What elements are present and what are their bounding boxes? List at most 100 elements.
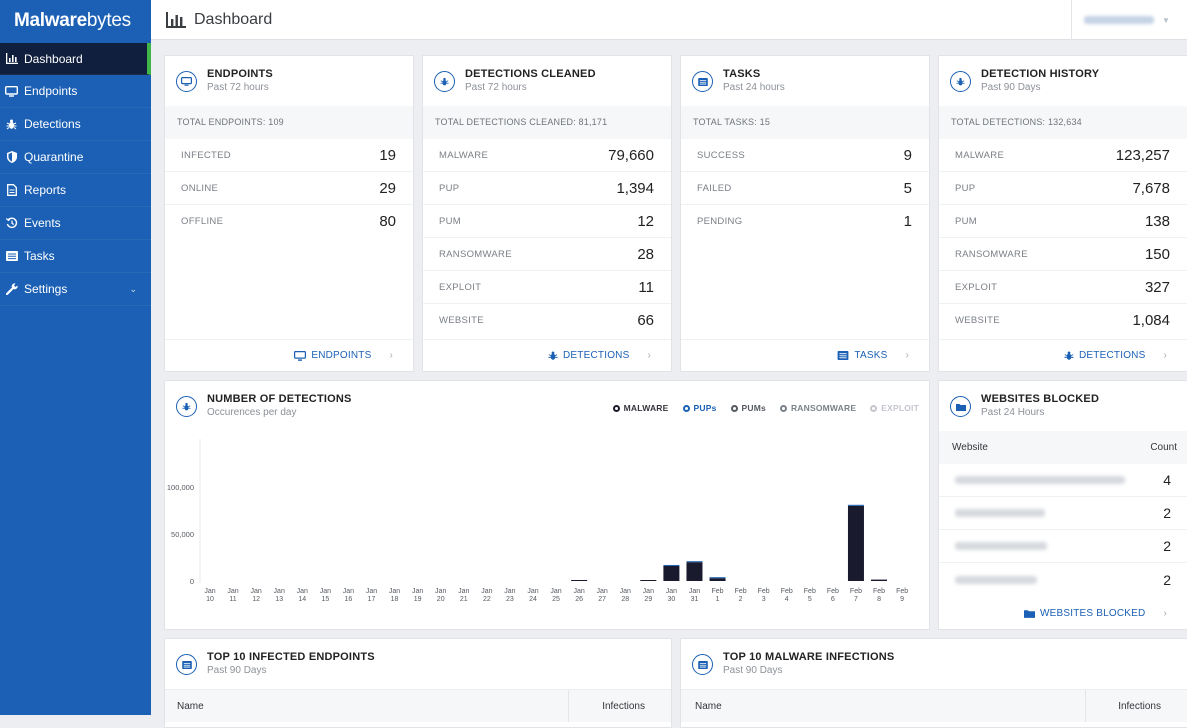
stat-label: RANSOMWARE <box>955 248 1028 260</box>
detections-link[interactable]: DETECTIONS › <box>423 339 671 371</box>
sidebar-item-reports[interactable]: Reports <box>0 174 151 207</box>
table-row[interactable]: 2 <box>939 563 1187 596</box>
stat-row: PUP 7,678 <box>939 172 1187 205</box>
card-subtitle: Past 72 hours <box>207 82 269 93</box>
x-tick-label: Jan <box>412 588 423 595</box>
count-value: 2 <box>1163 505 1171 521</box>
bar-chart-icon <box>5 52 18 65</box>
card-title: NUMBER OF DETECTIONS <box>207 393 352 405</box>
x-tick-label: 19 <box>414 596 422 603</box>
folder-icon <box>1024 609 1036 618</box>
website-redacted <box>955 575 1037 584</box>
card-total: TOTAL DETECTIONS: 132,634 <box>939 106 1187 139</box>
sidebar-item-dashboard[interactable]: Dashboard <box>0 43 151 75</box>
legend-item-ransomware[interactable]: RANSOMWARE <box>779 403 856 413</box>
tasks-link[interactable]: TASKS › <box>681 339 929 371</box>
x-tick-label: 11 <box>229 596 236 603</box>
shield-icon <box>5 151 18 164</box>
column-header-infections[interactable]: Infections <box>602 700 645 712</box>
stat-row: PUM 12 <box>423 205 671 238</box>
x-tick-label: Feb <box>873 588 885 595</box>
x-tick-label: 26 <box>575 596 583 603</box>
legend-item-exploit[interactable]: EXPLOIT <box>870 403 919 413</box>
tasks-card: TASKS Past 24 hours TOTAL TASKS: 15 SUCC… <box>680 55 930 372</box>
chevron-down-icon: ▼ <box>1162 15 1170 25</box>
stat-value: 28 <box>637 245 654 263</box>
card-title: WEBSITES BLOCKED <box>981 393 1100 405</box>
card-title: DETECTION HISTORY <box>981 68 1100 80</box>
stat-value: 80 <box>379 213 396 230</box>
stat-row: INFECTED 19 <box>165 139 413 172</box>
column-header-name[interactable]: Name <box>165 690 569 722</box>
link-label: TASKS <box>854 350 888 361</box>
x-tick-label: Jan <box>204 588 215 595</box>
x-tick-label: Jan <box>274 588 285 595</box>
sidebar-item-quarantine[interactable]: Quarantine <box>0 141 151 174</box>
bug-icon <box>5 118 18 131</box>
x-tick-label: 4 <box>785 596 789 603</box>
x-tick-label: 13 <box>275 596 283 603</box>
x-tick-label: 7 <box>854 596 858 603</box>
card-total: TOTAL TASKS: 15 <box>681 106 929 139</box>
stat-row: FAILED 5 <box>681 172 929 205</box>
stat-label: EXPLOIT <box>955 281 998 293</box>
list-icon <box>176 654 197 675</box>
x-tick-label: 9 <box>900 596 904 603</box>
link-label: WEBSITES BLOCKED <box>1040 607 1146 619</box>
endpoints-link[interactable]: ENDPOINTS › <box>165 339 413 371</box>
column-header-website[interactable]: Website <box>952 442 988 453</box>
sidebar-item-label: Tasks <box>24 249 55 263</box>
chevron-right-icon: › <box>1163 607 1167 619</box>
sidebar-item-settings[interactable]: Settings ⌄ <box>0 273 151 306</box>
card-subtitle: Occurences per day <box>207 407 297 418</box>
legend-item-pums[interactable]: PUMs <box>730 403 766 413</box>
websites-blocked-link[interactable]: WEBSITES BLOCKED › <box>939 597 1187 629</box>
stat-row: SUCCESS 9 <box>681 139 929 172</box>
stat-row: EXPLOIT 11 <box>423 271 671 304</box>
user-menu[interactable]: ▼ <box>1071 0 1181 40</box>
x-tick-label: 1 <box>716 596 720 603</box>
x-tick-label: Feb <box>804 588 816 595</box>
chart-bar-malware <box>686 562 703 581</box>
malwarebytes-logo[interactable]: Malwarebytes <box>0 0 151 42</box>
column-header-count[interactable]: Count <box>1150 442 1177 453</box>
x-tick-label: 29 <box>644 596 652 603</box>
x-tick-label: 17 <box>368 596 376 603</box>
card-title: TOP 10 MALWARE INFECTIONS <box>723 651 895 663</box>
card-title: DETECTIONS CLEANED <box>465 68 596 80</box>
stat-value: 327 <box>1144 278 1170 296</box>
sidebar-item-detections[interactable]: Detections <box>0 108 151 141</box>
stat-value: 150 <box>1144 245 1170 263</box>
chart-bar-malware <box>871 579 888 581</box>
column-header-name[interactable]: Name <box>681 690 1086 722</box>
table-row[interactable]: 4 <box>939 464 1187 497</box>
stat-label: MALWARE <box>955 149 1005 161</box>
x-tick-label: 27 <box>598 596 606 603</box>
bug-icon <box>1064 350 1074 361</box>
x-tick-label: Jan <box>343 588 354 595</box>
sidebar-item-events[interactable]: Events <box>0 207 151 240</box>
legend-item-malware[interactable]: MALWARE <box>612 403 669 413</box>
table-row[interactable]: 2 <box>939 530 1187 563</box>
x-tick-label: 31 <box>691 596 699 603</box>
sidebar-item-endpoints[interactable]: Endpoints <box>0 75 151 108</box>
chevron-down-icon[interactable]: ⌄ <box>129 283 137 294</box>
chart-bar-pups <box>663 564 680 566</box>
stat-row: WEBSITE 1,084 <box>939 304 1187 337</box>
x-tick-label: Jan <box>389 588 400 595</box>
x-tick-label: Jan <box>504 588 515 595</box>
table-row[interactable]: 2 <box>939 497 1187 530</box>
detections-link[interactable]: DETECTIONS › <box>939 339 1187 371</box>
x-tick-label: 18 <box>391 596 399 603</box>
bug-icon <box>548 350 558 361</box>
x-tick-label: Jan <box>366 588 377 595</box>
legend-item-pups[interactable]: PUPs <box>682 403 717 413</box>
chart-bar-pups <box>709 577 726 579</box>
y-tick-label: 50,000 <box>171 530 194 539</box>
x-tick-label: Jan <box>620 588 631 595</box>
stat-label: PENDING <box>697 216 743 227</box>
column-header-infections[interactable]: Infections <box>1118 700 1161 712</box>
stat-row: ONLINE 29 <box>165 172 413 205</box>
table-header: Name Infections <box>165 689 671 722</box>
sidebar-item-tasks[interactable]: Tasks <box>0 240 151 273</box>
